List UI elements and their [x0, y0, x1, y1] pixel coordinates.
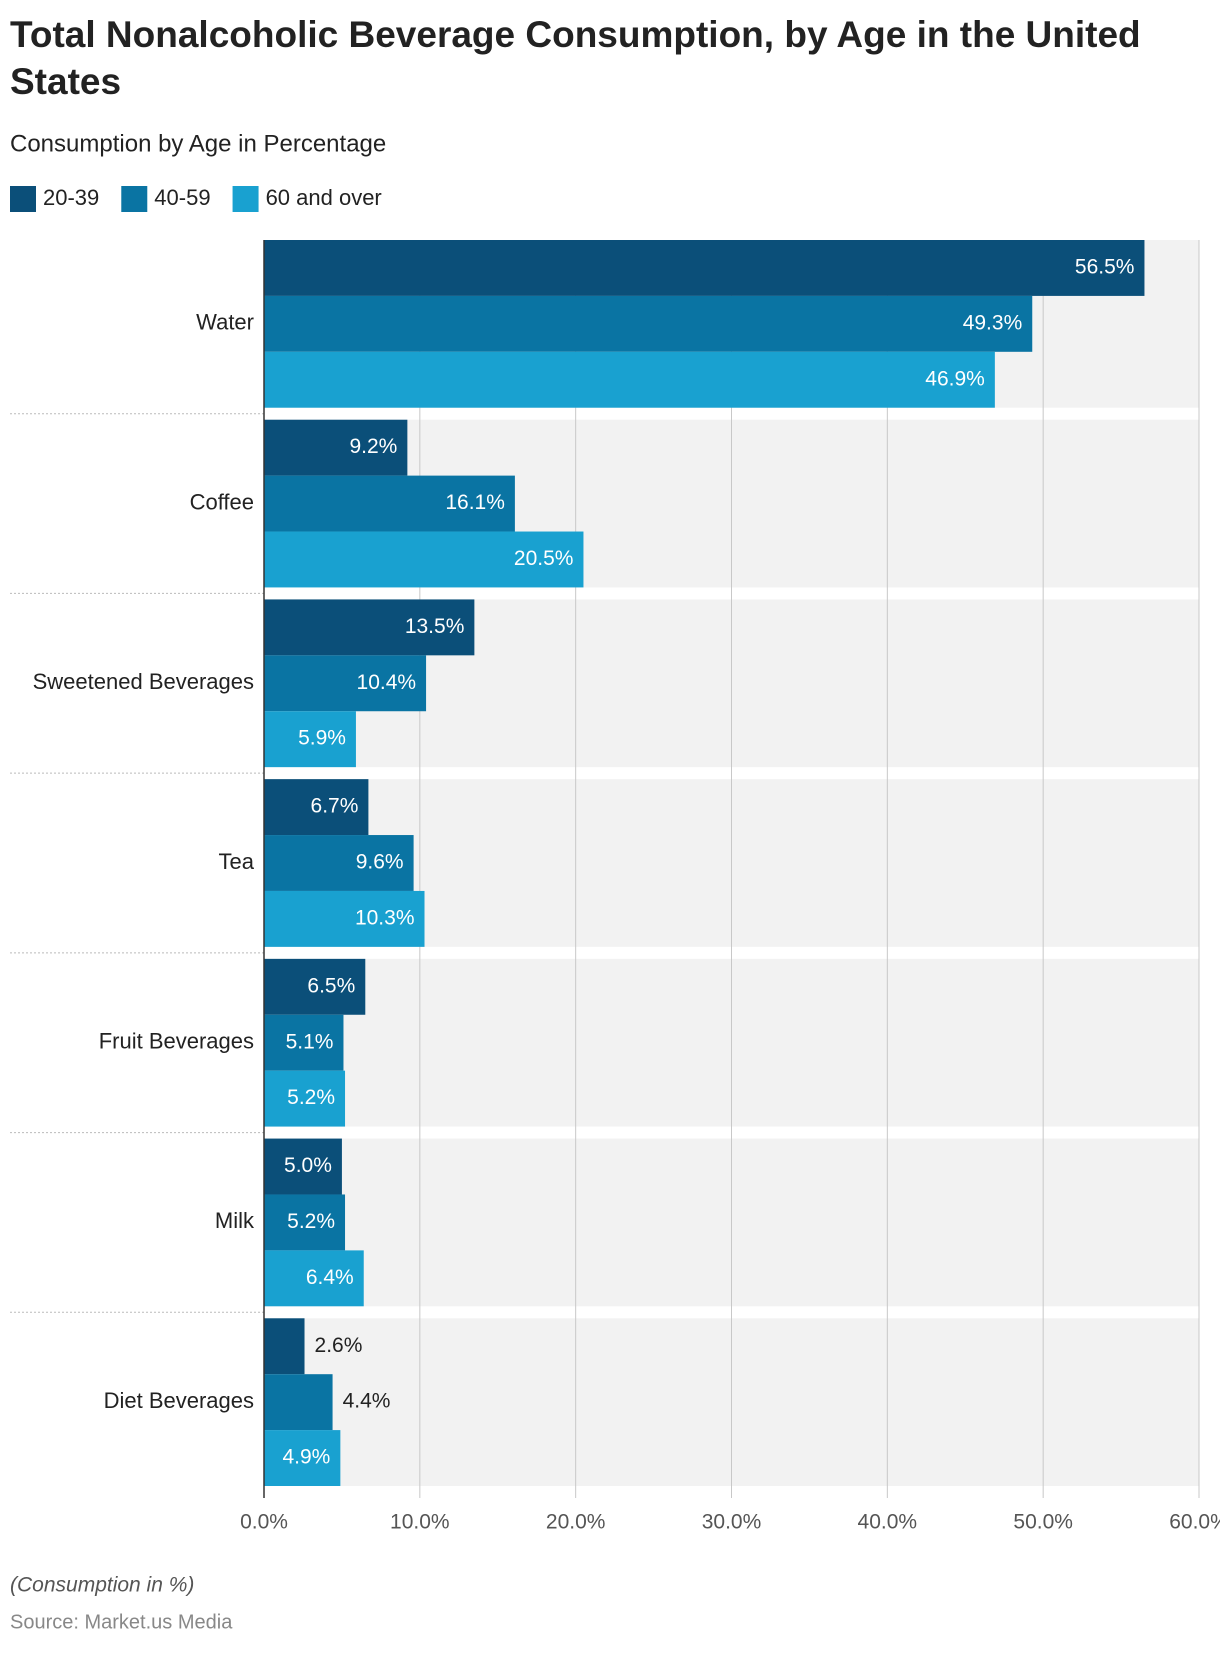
value-label: 5.1% — [286, 1030, 334, 1053]
value-label: 16.1% — [445, 491, 505, 514]
bar — [264, 1374, 333, 1431]
bar — [264, 419, 408, 476]
y-tick-label: Fruit Beverages — [99, 1029, 254, 1054]
x-tick-label: 60.0% — [1169, 1511, 1220, 1534]
bar — [264, 1138, 342, 1195]
bar — [264, 295, 1033, 352]
value-label: 46.9% — [925, 367, 985, 390]
value-label: 6.7% — [311, 795, 359, 818]
bar — [264, 711, 356, 768]
bar — [264, 531, 584, 588]
y-tick-label: Milk — [215, 1208, 255, 1233]
value-label: 4.4% — [343, 1390, 391, 1413]
x-tick-label: 30.0% — [702, 1511, 762, 1534]
value-label: 4.9% — [282, 1446, 330, 1469]
legend-label: 60 and over — [266, 185, 382, 210]
source: Source: Market.us Media — [10, 1611, 233, 1633]
value-label: 10.3% — [355, 906, 415, 929]
bar — [264, 240, 1145, 296]
note: (Consumption in %) — [10, 1574, 194, 1597]
y-tick-label: Coffee — [190, 489, 254, 514]
legend-label: 20-39 — [43, 185, 99, 210]
value-label: 13.5% — [405, 615, 465, 638]
value-label: 5.2% — [287, 1086, 335, 1109]
x-tick-label: 50.0% — [1013, 1511, 1073, 1534]
x-tick-label: 0.0% — [240, 1511, 288, 1534]
value-label: 10.4% — [357, 671, 417, 694]
chart-title: Total Nonalcoholic Beverage Consumption,… — [10, 14, 1141, 102]
value-label: 56.5% — [1075, 255, 1135, 278]
bar — [264, 599, 475, 656]
value-label: 9.6% — [356, 851, 404, 874]
x-tick-label: 10.0% — [390, 1511, 450, 1534]
bar — [264, 890, 425, 947]
y-tick-label: Water — [196, 310, 254, 335]
bar — [264, 1250, 364, 1307]
bar — [264, 351, 995, 408]
legend-swatch — [121, 186, 148, 212]
value-label: 20.5% — [514, 547, 574, 570]
bar — [264, 1318, 305, 1375]
bar — [264, 835, 414, 891]
y-tick-label: Tea — [219, 849, 255, 874]
legend-label: 40-59 — [154, 185, 210, 210]
value-label: 6.5% — [307, 974, 355, 997]
bar — [264, 1430, 341, 1486]
bar — [264, 779, 369, 836]
legend-swatch — [10, 186, 36, 212]
bar — [264, 1014, 344, 1071]
value-label: 2.6% — [315, 1334, 363, 1357]
x-tick-label: 20.0% — [546, 1511, 606, 1534]
x-tick-label: 40.0% — [858, 1511, 918, 1534]
chart-subtitle: Consumption by Age in Percentage — [10, 130, 386, 157]
value-label: 5.2% — [287, 1210, 335, 1233]
value-label: 9.2% — [349, 435, 397, 458]
value-label: 5.0% — [284, 1154, 332, 1177]
value-label: 6.4% — [306, 1266, 354, 1289]
bar — [264, 655, 427, 712]
y-tick-label: Diet Beverages — [104, 1388, 254, 1413]
bar — [264, 958, 366, 1015]
bar — [264, 475, 515, 532]
value-label: 49.3% — [963, 311, 1023, 334]
value-label: 5.9% — [298, 727, 346, 750]
bar — [264, 1070, 346, 1127]
y-tick-label: Sweetened Beverages — [33, 669, 254, 694]
bar — [264, 1194, 346, 1251]
legend-swatch — [232, 186, 259, 212]
